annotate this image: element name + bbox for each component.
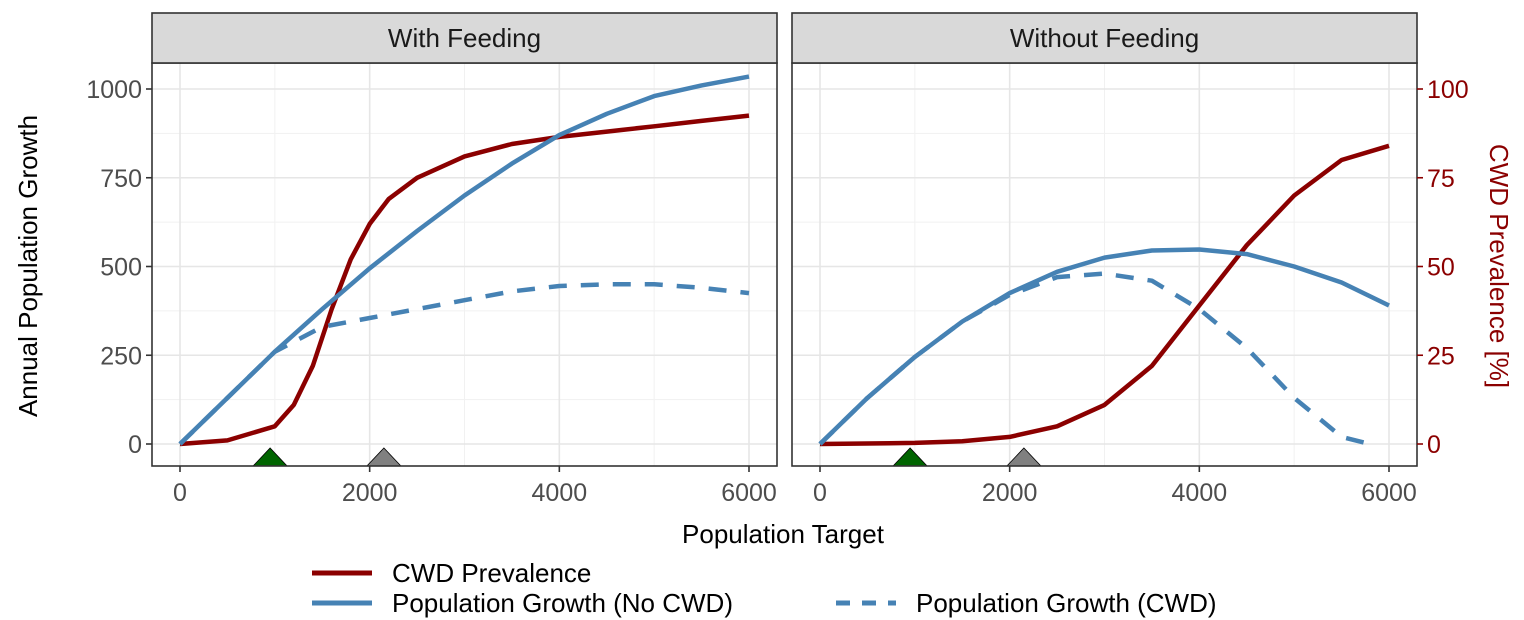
panel-with-feeding: With Feeding 0 2000 4000 6000 0 250 500 750 1000 bbox=[86, 12, 778, 507]
y-tick-label: 250 bbox=[100, 342, 142, 370]
y2-axis-title: CWD Prevalence [%] bbox=[1484, 144, 1514, 388]
legend-label-growth-cwd: Population Growth (CWD) bbox=[916, 588, 1217, 618]
x-tick-label: 6000 bbox=[721, 479, 777, 507]
y-axis-title: Annual Population Growth bbox=[13, 115, 43, 417]
x-axis-title: Population Target bbox=[682, 519, 885, 549]
panel-without-feeding: Without Feeding 0 2000 4000 6000 0 25 50 75 100 bbox=[791, 12, 1469, 507]
strip-label-with-feeding: With Feeding bbox=[388, 23, 541, 53]
x-tick-label: 2000 bbox=[982, 479, 1038, 507]
x-tick-label: 4000 bbox=[532, 479, 588, 507]
series-line-cwd-prevalence bbox=[179, 113, 750, 447]
legend-label-growth-no-cwd: Population Growth (No CWD) bbox=[392, 588, 733, 618]
strip-background bbox=[151, 12, 778, 64]
y2-tick-label: 0 bbox=[1427, 431, 1441, 459]
legend-label-cwd-prevalence: CWD Prevalence bbox=[392, 558, 591, 588]
x-tick-label: 4000 bbox=[1172, 479, 1228, 507]
series-line-population-growth-cwd bbox=[818, 271, 1371, 447]
y2-tick-label: 75 bbox=[1427, 165, 1455, 193]
y2-tick-label: 25 bbox=[1427, 342, 1455, 370]
y-tick-label: 750 bbox=[100, 165, 142, 193]
x-tick-label: 0 bbox=[813, 479, 827, 507]
x-tick-label: 6000 bbox=[1361, 479, 1417, 507]
y-tick-label: 500 bbox=[100, 254, 142, 282]
series-line-population-growth-cwd bbox=[178, 282, 750, 446]
y2-tick-label: 100 bbox=[1427, 76, 1469, 104]
legend: CWD Prevalence Population Growth (No CWD… bbox=[312, 558, 1217, 618]
x-tick-label: 0 bbox=[173, 479, 187, 507]
y-tick-label: 1000 bbox=[86, 76, 142, 104]
strip-background bbox=[791, 12, 1418, 64]
y2-tick-label: 50 bbox=[1427, 254, 1455, 282]
series-line-cwd-prevalence bbox=[819, 143, 1390, 447]
strip-label-without-feeding: Without Feeding bbox=[1010, 23, 1199, 53]
x-tick-label: 2000 bbox=[342, 479, 398, 507]
y-tick-label: 0 bbox=[128, 431, 142, 459]
